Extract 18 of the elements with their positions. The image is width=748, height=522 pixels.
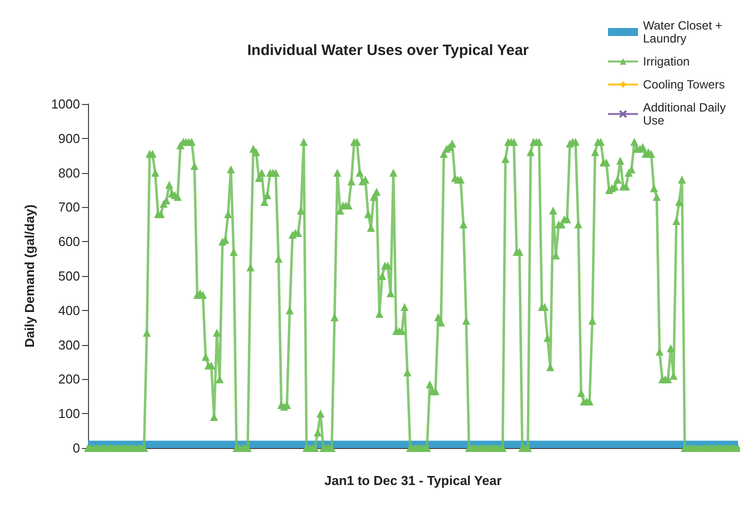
y-tick-label: 300 [58,337,80,352]
x-axis-title: Jan1 to Dec 31 - Typical Year [324,473,502,488]
y-tick-label: 200 [58,372,80,387]
chart-title: Individual Water Uses over Typical Year [247,42,529,59]
y-axis-title: Daily Demand (gal/day) [22,204,37,348]
y-tick-label: 600 [58,234,80,250]
legend-label: Irrigation [643,54,690,68]
y-tick-label: 500 [58,268,80,284]
y-tick-label: 1000 [51,96,80,112]
legend-label: Cooling Towers [643,78,725,92]
legend-label: Water Closet + Laundry [643,18,726,46]
y-tick-label: 700 [58,200,80,215]
y-tick-label: 0 [72,440,80,456]
legend-label: Additional Daily Use [643,100,730,128]
y-tick-label: 400 [58,302,80,318]
y-tick-label: 800 [58,165,80,180]
y-tick-label: 900 [58,130,80,146]
y-tick-label: 100 [58,406,80,422]
